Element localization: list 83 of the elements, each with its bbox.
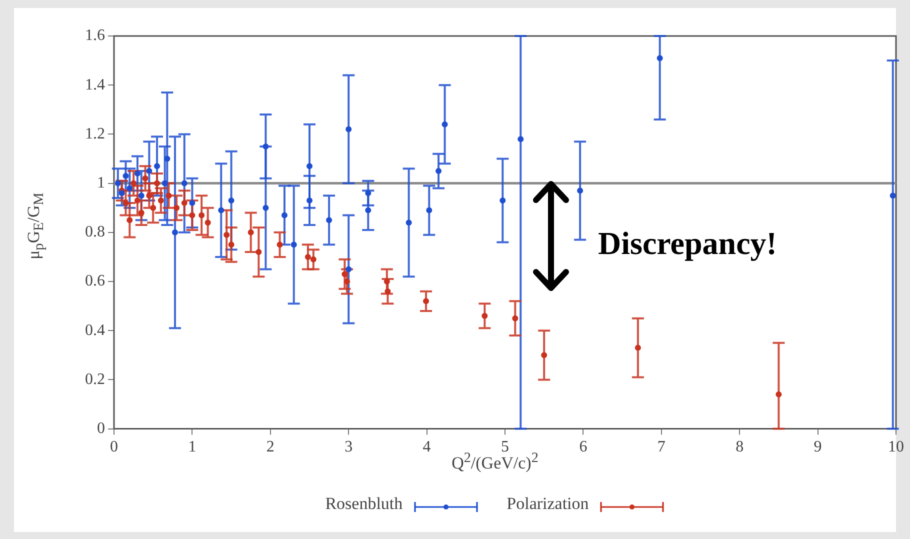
point (500, 197, 506, 204)
point (342, 271, 348, 278)
y-tick-label: 1.2 (85, 125, 105, 142)
point (290, 242, 297, 248)
point (248, 229, 254, 236)
point (384, 288, 391, 294)
point (890, 192, 896, 199)
x-tick-label: 3 (344, 438, 353, 456)
point (776, 391, 782, 398)
point (346, 126, 352, 132)
y-tick-label: 0.2 (85, 370, 105, 388)
y-tick-label: 1.6 (85, 27, 105, 44)
point (181, 180, 188, 186)
point (174, 204, 180, 211)
y-tick-label: 0.8 (85, 224, 105, 241)
point (172, 229, 178, 236)
point (384, 278, 390, 284)
point (518, 136, 524, 142)
y-tick-label: 0.6 (85, 272, 105, 290)
x-tick-label: 10 (888, 438, 904, 456)
point (198, 212, 205, 218)
x-tick-label: 6 (579, 438, 588, 456)
point (281, 212, 288, 218)
point (306, 163, 312, 170)
point (218, 207, 224, 214)
point (189, 212, 196, 218)
point (365, 190, 372, 196)
point (126, 217, 133, 224)
x-tick-label: 7 (657, 438, 666, 456)
point (166, 192, 172, 199)
point (158, 197, 164, 204)
point (326, 217, 332, 224)
point (142, 175, 148, 182)
point (304, 254, 311, 260)
point (228, 197, 234, 204)
point (346, 266, 352, 272)
y-tick-label: 0 (97, 420, 105, 438)
point (204, 220, 211, 226)
x-tick-label: 9 (814, 438, 822, 456)
point (256, 249, 262, 256)
x-tick-label: 5 (501, 438, 509, 456)
legend-label: Rosenbluth (325, 494, 403, 514)
point (138, 210, 144, 216)
point (306, 197, 312, 204)
point (189, 200, 196, 206)
point (134, 197, 140, 204)
point (130, 180, 137, 186)
y-tick-label: 0.4 (85, 322, 105, 339)
point (634, 344, 641, 351)
x-tick-label: 4 (422, 438, 431, 456)
point (482, 312, 488, 319)
point (146, 192, 152, 199)
point (162, 180, 168, 186)
point (365, 207, 372, 214)
point (134, 170, 140, 176)
point (577, 188, 584, 194)
point (276, 242, 283, 248)
point (181, 200, 188, 206)
point (138, 192, 144, 199)
x-tick-label: 0 (110, 438, 118, 456)
point (512, 315, 518, 322)
x-tick-label: 2 (266, 438, 274, 456)
point (344, 278, 350, 284)
point (224, 232, 230, 238)
annotation: Discrepancy! (598, 225, 777, 262)
point (146, 168, 152, 174)
point (150, 204, 156, 211)
point (436, 168, 442, 174)
point (656, 55, 663, 62)
y-tick-label: 1.4 (85, 76, 105, 94)
point (262, 204, 269, 211)
point (442, 121, 448, 128)
point (406, 220, 412, 226)
point (426, 207, 432, 214)
x-tick-label: 1 (188, 438, 196, 456)
legend-label: Polarization (506, 494, 589, 514)
y-tick-label: 1 (97, 174, 105, 192)
point (228, 242, 234, 248)
point (164, 156, 170, 162)
x-tick-label: 8 (736, 438, 744, 456)
point (541, 352, 548, 358)
point (262, 143, 269, 150)
point (154, 163, 160, 170)
